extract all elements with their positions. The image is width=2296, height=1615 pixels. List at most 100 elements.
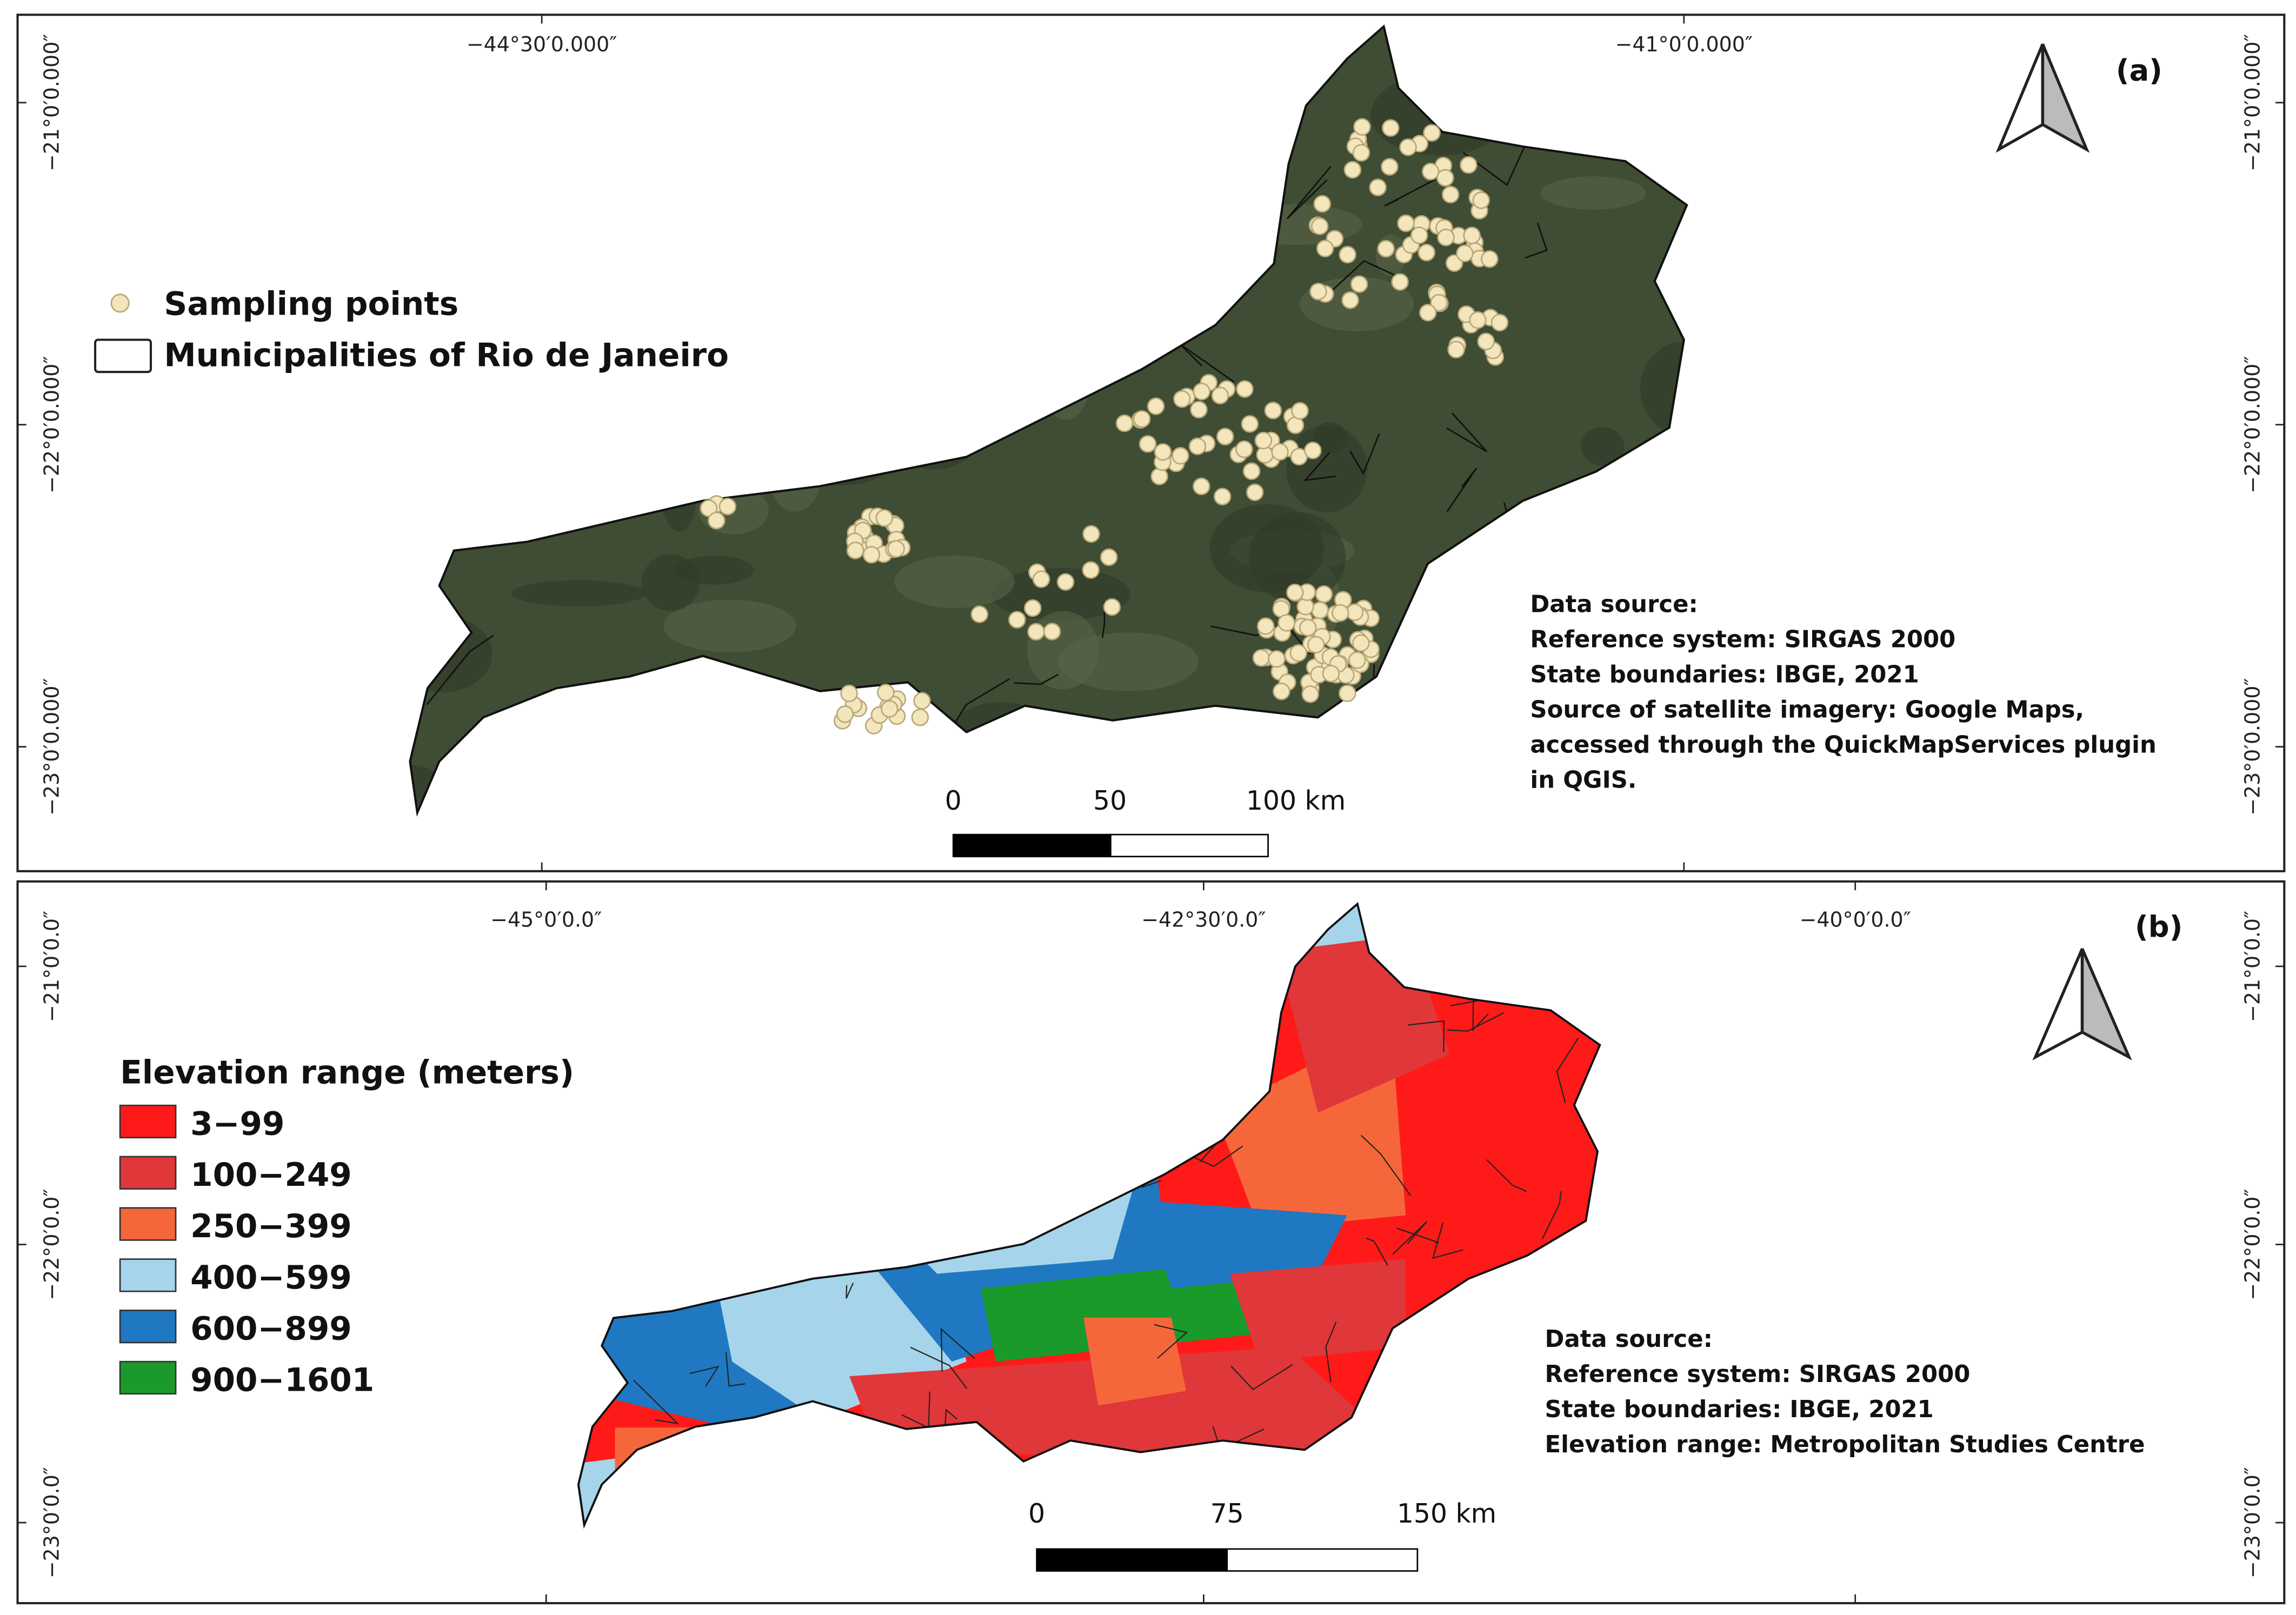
municipal-border (1462, 135, 1530, 186)
data-source: Reference system: SIRGAS 2000 (1545, 1361, 1971, 1388)
terrain-patch (663, 599, 796, 652)
scale-bar (952, 833, 1112, 858)
sampling-point (700, 499, 718, 517)
municipal-border (1154, 1324, 1188, 1359)
sampling-point (970, 605, 989, 623)
sampling-point (1252, 649, 1270, 667)
sampling-point (1115, 414, 1134, 432)
north-arrow (1995, 43, 2090, 153)
sampling-point (1481, 250, 1499, 268)
sampling-point (1241, 415, 1259, 433)
sampling-point (1236, 380, 1254, 398)
sampling-point (1382, 119, 1400, 137)
sampling-point (1391, 273, 1409, 291)
latitude-label: −23°0′0.0″ (2240, 1467, 2264, 1578)
sampling-point (1332, 604, 1349, 622)
sampling-point (887, 540, 905, 558)
municipal-border (1556, 1037, 1579, 1104)
sampling-point (1150, 468, 1168, 485)
terrain-patch (894, 555, 1015, 608)
data-source: State boundaries: IBGE, 2021 (1545, 1396, 1934, 1423)
sampling-point (1082, 561, 1100, 579)
sampling-point (1193, 383, 1211, 401)
sampling-point (718, 497, 737, 516)
state-border (409, 24, 1688, 817)
sampling-point (1456, 244, 1474, 263)
sampling-point (1246, 483, 1264, 502)
sampling-point (1296, 597, 1314, 616)
sampling-point (1027, 623, 1045, 641)
sampling-point (1271, 443, 1289, 461)
panel-label: (a) (2116, 54, 2162, 88)
legend-label: 600−899 (190, 1311, 352, 1348)
sampling-point (1082, 525, 1100, 543)
data-source: State boundaries: IBGE, 2021 (1530, 661, 1919, 688)
municipal-border (1325, 1322, 1337, 1383)
sampling-point (1304, 442, 1322, 459)
state-border (577, 902, 1601, 1529)
sampling-point (1154, 443, 1172, 461)
elevation-zone (1230, 1259, 1406, 1362)
sampling-point (1469, 311, 1487, 329)
sampling-point (1447, 341, 1465, 359)
legend-symbol (110, 293, 130, 313)
sampling-point (1369, 178, 1387, 196)
sampling-point (911, 708, 929, 726)
sampling-point (1397, 214, 1415, 232)
scale-label: 75 (1210, 1499, 1244, 1529)
latitude-label: −23°0′0.000″ (2240, 678, 2264, 815)
municipal-border (1349, 433, 1380, 475)
municipal-border (1392, 1221, 1427, 1255)
scale-label: 100 km (1246, 786, 1346, 816)
scale-label: 150 km (1397, 1499, 1496, 1529)
municipal-border (1432, 1223, 1463, 1259)
sampling-point (1242, 462, 1261, 480)
terrain-patch (641, 554, 700, 611)
sampling-point (1216, 428, 1234, 445)
municipal-border (1014, 673, 1059, 685)
sampling-point (881, 700, 899, 718)
sampling-point (1103, 598, 1121, 616)
elevation-zone (1083, 1317, 1186, 1406)
sampling-point (1008, 611, 1026, 629)
municipal-border (846, 1283, 854, 1299)
data-source: Data source: (1530, 591, 1698, 618)
data-source: Elevation range: Metropolitan Studies Ce… (1545, 1431, 2145, 1458)
terrain-patch (1286, 425, 1368, 512)
sampling-point (1430, 293, 1448, 312)
latitude-label: −22°0′0.0″ (2240, 1189, 2264, 1300)
sampling-point (1257, 617, 1275, 635)
data-source: accessed through the QuickMapServices pl… (1530, 731, 2156, 758)
sampling-point (836, 705, 854, 723)
terrain-patch (511, 580, 645, 606)
municipal-border (1361, 1134, 1411, 1196)
latitude-label: −23°0′0.0″ (39, 1467, 63, 1578)
sampling-point (1348, 651, 1366, 669)
sampling-point (1310, 217, 1329, 235)
scale-label: 50 (1093, 786, 1127, 816)
legend-label: 900−1601 (190, 1362, 374, 1399)
legend-swatch (119, 1207, 177, 1241)
sampling-point (1147, 397, 1165, 415)
municipal-border (1286, 165, 1332, 219)
sampling-point (1235, 440, 1253, 458)
sampling-point (1309, 283, 1327, 301)
sampling-point (1139, 435, 1157, 453)
sampling-point (862, 546, 881, 564)
latitude-label: −21°0′0.0″ (39, 911, 63, 1022)
sampling-point (1316, 239, 1334, 257)
longitude-label: −41°0′0.000″ (1615, 32, 1753, 56)
annotations: −44°30′0.000″ −41°0′0.000″ −21°0′0.000″ −21… (17, 15, 2285, 1604)
sampling-point (875, 509, 893, 527)
terrain-patch (1581, 427, 1625, 466)
sampling-point (1032, 570, 1050, 588)
panel-label: (b) (2135, 910, 2182, 944)
data-source: Reference system: SIRGAS 2000 (1530, 626, 1955, 653)
legend-symbol (94, 338, 152, 373)
sampling-point (1410, 226, 1428, 244)
sampling-point (1421, 163, 1440, 181)
municipal-border (1408, 1020, 1445, 1052)
municipal-border (426, 635, 494, 705)
sampling-point (1352, 144, 1370, 162)
